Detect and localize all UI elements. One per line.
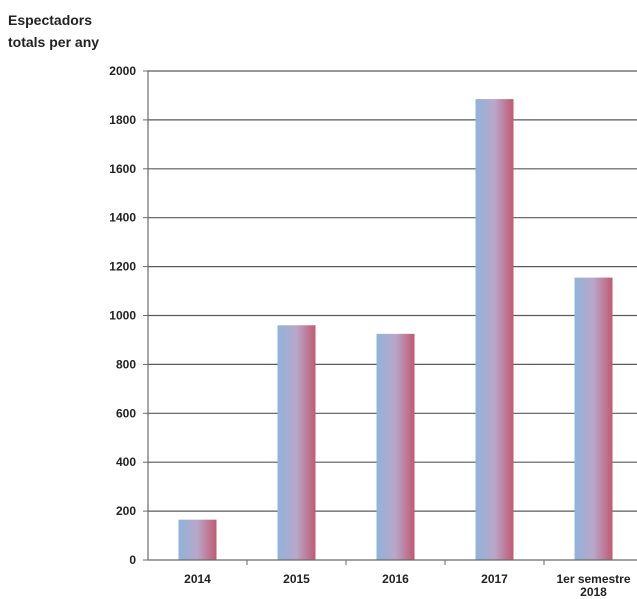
bar <box>574 277 613 560</box>
bar <box>178 519 217 560</box>
y-tick-label: 0 <box>129 553 136 567</box>
y-tick-label: 1000 <box>109 309 136 323</box>
x-tick-label: 2015 <box>283 572 310 586</box>
x-tick-label: 2018 <box>580 585 607 599</box>
x-tick-label: 2014 <box>184 572 211 586</box>
y-axis-title-line-2: totals per any <box>8 34 100 50</box>
y-tick-label: 2000 <box>109 64 136 78</box>
bar <box>376 333 415 560</box>
y-tick-label: 600 <box>116 406 136 420</box>
x-tick-label: 1er semestre <box>556 572 630 586</box>
bar <box>277 325 316 560</box>
bar <box>475 99 514 561</box>
y-axis-title-line-1: Espectadors <box>8 12 93 28</box>
y-tick-label: 1800 <box>109 113 136 127</box>
y-tick-label: 1400 <box>109 211 136 225</box>
y-tick-label: 1200 <box>109 260 136 274</box>
y-tick-label: 800 <box>116 357 136 371</box>
y-tick-label: 1600 <box>109 162 136 176</box>
x-tick-label: 2016 <box>382 572 409 586</box>
y-tick-label: 400 <box>116 455 136 469</box>
y-tick-label: 200 <box>116 504 136 518</box>
x-tick-label: 2017 <box>481 572 508 586</box>
